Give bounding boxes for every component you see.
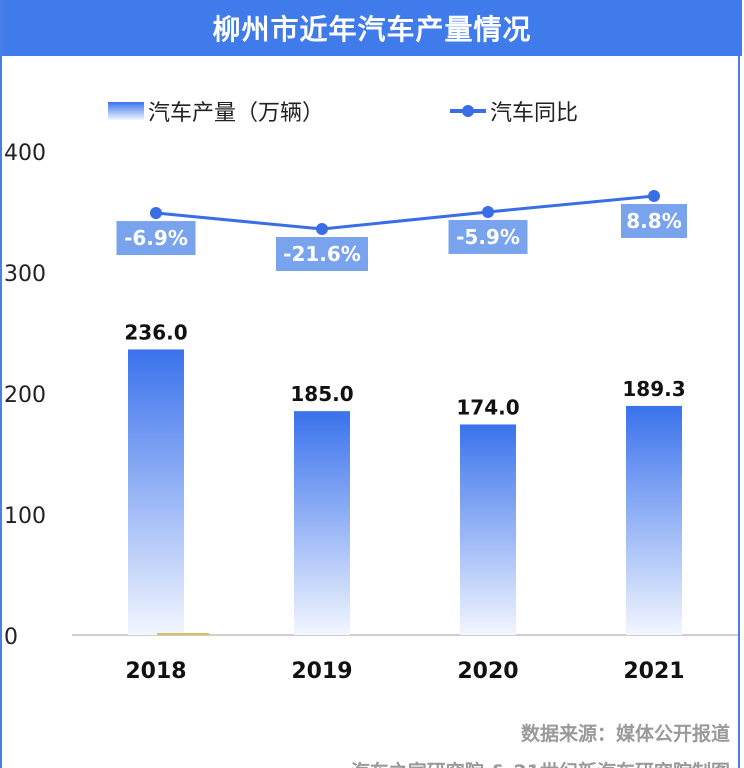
bar-2018 bbox=[128, 349, 184, 635]
yoy-label: 8.8% bbox=[626, 209, 681, 233]
y-tick-label: 0 bbox=[4, 625, 18, 650]
y-axis: 0 100 200 300 400 bbox=[4, 141, 46, 650]
y-tick-label: 300 bbox=[4, 262, 46, 287]
yoy-line bbox=[155, 194, 655, 231]
bar-2021 bbox=[626, 405, 682, 635]
yoy-label: -21.6% bbox=[283, 242, 361, 266]
legend-bar-swatch bbox=[108, 102, 144, 120]
credit-text: 汽车之家研究院 & 21世纪新汽车研究院制图 bbox=[351, 760, 730, 768]
y-tick-label: 400 bbox=[4, 141, 46, 166]
bar-2019 bbox=[294, 411, 350, 635]
yoy-label-box bbox=[276, 237, 368, 271]
chart-title: 柳州市近年汽车产量情况 bbox=[2, 0, 742, 56]
x-tick-label: 2018 bbox=[125, 659, 186, 684]
y-tick-label: 100 bbox=[4, 504, 46, 529]
legend: 汽车产量（万辆） 汽车同比 bbox=[108, 101, 578, 126]
baseline-marker bbox=[157, 633, 209, 635]
yoy-point-2021 bbox=[648, 190, 660, 202]
bar-value-label: 174.0 bbox=[456, 395, 519, 419]
x-tick-label: 2021 bbox=[623, 659, 684, 684]
legend-line-label: 汽车同比 bbox=[490, 101, 578, 126]
yoy-label: -6.9% bbox=[124, 226, 188, 250]
yoy-point-2018 bbox=[150, 207, 162, 220]
yoy-label-box bbox=[621, 204, 687, 238]
x-tick-label: 2019 bbox=[291, 659, 352, 684]
bar-series: 236.0 185.0 174.0 189.3 bbox=[124, 320, 686, 635]
y-tick-label: 200 bbox=[4, 383, 46, 408]
bar-value-label: 189.3 bbox=[622, 377, 685, 401]
source-text: 数据来源：媒体公开报道 bbox=[521, 722, 730, 745]
legend-line-marker bbox=[462, 105, 474, 117]
yoy-point-2019 bbox=[316, 223, 328, 235]
bar-value-label: 236.0 bbox=[124, 320, 187, 344]
yoy-point-2020 bbox=[482, 205, 494, 218]
x-tick-label: 2020 bbox=[457, 659, 518, 684]
bar-2020 bbox=[460, 424, 516, 635]
line-series: -6.9% -21.6% -5.9% 8.8% bbox=[116, 190, 687, 271]
yoy-label: -5.9% bbox=[456, 225, 520, 249]
bar-value-label: 185.0 bbox=[290, 382, 353, 406]
x-axis-labels: 2018 2019 2020 2021 bbox=[125, 659, 684, 684]
yoy-label-box bbox=[116, 221, 196, 256]
legend-bar-label: 汽车产量（万辆） bbox=[148, 101, 324, 126]
yoy-label-box bbox=[448, 219, 528, 254]
